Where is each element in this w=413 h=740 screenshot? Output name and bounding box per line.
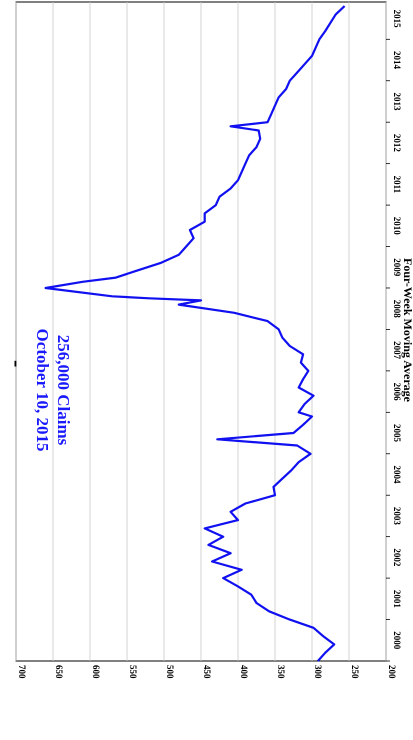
y-tick-label: 650 (54, 665, 64, 679)
y-tick-label: 550 (128, 665, 138, 679)
x-tick-label: 2007 (392, 341, 402, 360)
title-fragment: - (5, 360, 30, 367)
x-tick-label: 2010 (392, 217, 402, 236)
x-tick-label: 2006 (392, 383, 402, 402)
y-tick-label: 450 (202, 665, 212, 679)
x-tick-label: 2014 (392, 51, 402, 70)
y-tick-label: 300 (313, 665, 323, 679)
claims-series-line (44, 5, 346, 662)
y-tick-label: 700 (17, 665, 27, 679)
y-tick-label: 400 (239, 665, 249, 679)
x-tick-label: 2003 (392, 507, 402, 526)
x-tick-label: 2001 (392, 590, 402, 609)
gridlines (15, 2, 387, 661)
annotation-line-1: 256,000 Claims (54, 335, 73, 446)
y-axis-label: Four-Week Moving Average (401, 258, 413, 403)
y-tick-label: 200 (387, 665, 397, 679)
x-tick-label: 2005 (392, 424, 402, 443)
x-axis-ticks: 2000 2001 2002 2003 2004 2005 2006 2007 2008 2009… (386, 10, 402, 662)
x-tick-label: 2012 (392, 134, 402, 153)
x-tick-label: 2009 (392, 258, 402, 277)
y-tick-label: 600 (91, 665, 101, 679)
x-tick-label: 2015 (392, 10, 402, 29)
y-tick-label: 250 (350, 665, 360, 679)
y-tick-label: 350 (276, 665, 286, 679)
y-tick-label: 500 (165, 665, 175, 679)
x-tick-label: 2000 (392, 631, 402, 650)
annotation: 256,000 Claims October 10, 2015 (33, 329, 73, 452)
x-tick-label: 2011 (392, 176, 402, 194)
x-tick-label: 2008 (392, 300, 402, 319)
x-tick-label: 2013 (392, 92, 402, 111)
x-tick-label: 2004 (392, 465, 402, 484)
annotation-line-2: October 10, 2015 (33, 329, 52, 452)
x-tick-label: 2002 (392, 548, 402, 567)
y-axis-ticks: 200 250 300 350 400 450 500 550 600 650 700 (17, 665, 397, 679)
